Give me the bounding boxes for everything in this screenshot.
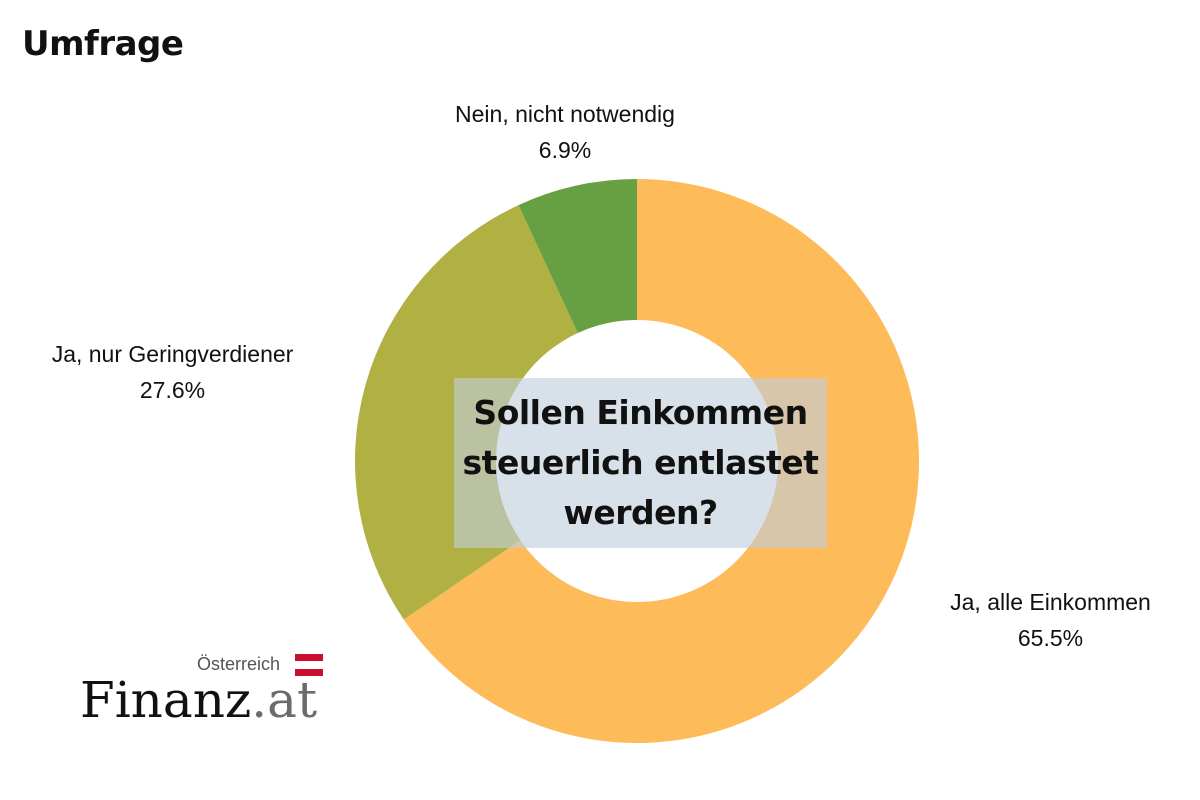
slice-label-ja-gering-value: 27.6%: [139, 377, 206, 403]
donut-slice-2: [518, 179, 637, 334]
slice-label-nein: Nein, nicht notwendig 6.9%: [420, 96, 710, 168]
brand-logo: Österreich Finanz.at: [80, 650, 330, 730]
chart-title: Sollen Einkommen steuerlich entlastet we…: [462, 393, 819, 532]
slice-label-nein-name: Nein, nicht notwendig: [455, 101, 675, 127]
logo-name-suffix: .at: [251, 671, 318, 729]
question-box: Sollen Einkommen steuerlich entlastet we…: [454, 378, 827, 548]
slice-label-ja-alle-name: Ja, alle Einkommen: [950, 589, 1151, 615]
slice-label-ja-alle-value: 65.5%: [1017, 625, 1084, 651]
page-title: Umfrage: [22, 24, 184, 64]
logo-name-main: Finanz: [80, 671, 252, 729]
slice-label-ja-gering: Ja, nur Geringverdiener 27.6%: [20, 336, 325, 408]
slice-label-ja-gering-name: Ja, nur Geringverdiener: [51, 341, 294, 367]
donut-slice-0: [403, 179, 919, 743]
slice-label-ja-alle: Ja, alle Einkommen 65.5%: [918, 584, 1183, 656]
logo-wordmark: Finanz.at: [80, 672, 317, 728]
slice-label-nein-value: 6.9%: [538, 137, 592, 163]
austria-flag-icon: [295, 654, 323, 676]
logo-country-label: Österreich: [197, 654, 281, 674]
